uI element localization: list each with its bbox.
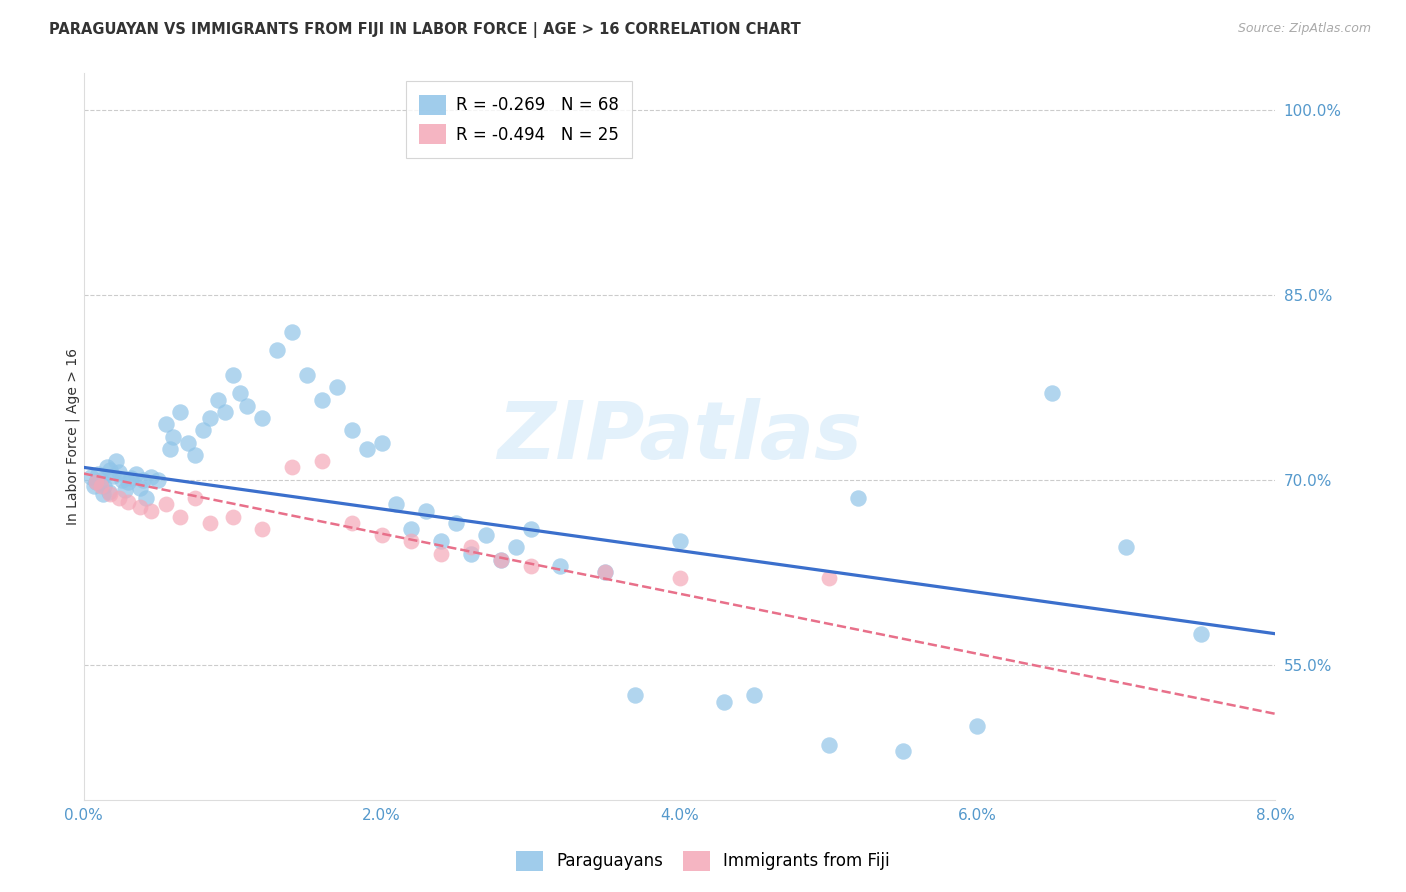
Point: [593, 565, 616, 579]
Point: [169, 509, 191, 524]
Point: [460, 541, 482, 555]
Point: [120, 471, 142, 485]
Point: [139, 470, 162, 484]
Point: [200, 411, 222, 425]
Point: [139, 503, 162, 517]
Point: [155, 417, 177, 432]
Point: [93, 479, 115, 493]
Point: [87, 467, 110, 481]
Point: [326, 380, 349, 394]
Point: [146, 473, 169, 487]
Point: [846, 491, 869, 506]
Point: [340, 516, 363, 530]
Point: [236, 399, 259, 413]
Point: [229, 386, 252, 401]
Point: [668, 571, 690, 585]
Point: [295, 368, 318, 382]
Point: [713, 694, 735, 708]
Point: [91, 487, 114, 501]
Point: [1115, 541, 1137, 555]
Point: [817, 571, 839, 585]
Point: [125, 467, 148, 481]
Legend: R = -0.269   N = 68, R = -0.494   N = 25: R = -0.269 N = 68, R = -0.494 N = 25: [405, 81, 631, 158]
Point: [370, 435, 392, 450]
Point: [891, 744, 914, 758]
Point: [117, 475, 139, 490]
Point: [200, 516, 222, 530]
Point: [311, 392, 333, 407]
Point: [184, 448, 207, 462]
Point: [100, 463, 122, 477]
Point: [519, 522, 541, 536]
Point: [430, 547, 453, 561]
Point: [1189, 626, 1212, 640]
Point: [401, 522, 423, 536]
Point: [114, 483, 136, 497]
Point: [96, 460, 118, 475]
Point: [966, 719, 988, 733]
Point: [624, 689, 647, 703]
Point: [191, 424, 214, 438]
Point: [266, 343, 288, 358]
Point: [370, 528, 392, 542]
Point: [221, 368, 243, 382]
Point: [100, 487, 122, 501]
Legend: Paraguayans, Immigrants from Fiji: Paraguayans, Immigrants from Fiji: [508, 842, 898, 880]
Text: ZIPatlas: ZIPatlas: [496, 398, 862, 475]
Point: [817, 738, 839, 752]
Point: [221, 509, 243, 524]
Point: [489, 553, 512, 567]
Point: [430, 534, 453, 549]
Point: [252, 522, 274, 536]
Point: [340, 424, 363, 438]
Point: [489, 553, 512, 567]
Point: [252, 411, 274, 425]
Point: [155, 497, 177, 511]
Point: [444, 516, 467, 530]
Y-axis label: In Labor Force | Age > 16: In Labor Force | Age > 16: [65, 348, 80, 525]
Point: [135, 491, 157, 506]
Point: [1040, 386, 1063, 401]
Point: [108, 491, 131, 506]
Point: [129, 481, 152, 495]
Point: [117, 495, 139, 509]
Point: [207, 392, 229, 407]
Point: [401, 534, 423, 549]
Point: [281, 460, 304, 475]
Point: [668, 534, 690, 549]
Point: [132, 473, 155, 487]
Point: [84, 475, 107, 490]
Point: [742, 689, 765, 703]
Point: [593, 565, 616, 579]
Text: PARAGUAYAN VS IMMIGRANTS FROM FIJI IN LABOR FORCE | AGE > 16 CORRELATION CHART: PARAGUAYAN VS IMMIGRANTS FROM FIJI IN LA…: [49, 22, 801, 38]
Point: [214, 405, 236, 419]
Point: [97, 485, 120, 500]
Point: [103, 469, 125, 483]
Point: [505, 541, 527, 555]
Point: [129, 500, 152, 514]
Point: [356, 442, 378, 456]
Point: [519, 559, 541, 574]
Point: [90, 473, 112, 487]
Point: [84, 475, 107, 490]
Point: [177, 435, 200, 450]
Point: [90, 479, 112, 493]
Point: [111, 473, 134, 487]
Point: [159, 442, 181, 456]
Point: [550, 559, 572, 574]
Point: [80, 470, 103, 484]
Point: [415, 503, 437, 517]
Point: [184, 491, 207, 506]
Point: [105, 454, 128, 468]
Point: [385, 497, 408, 511]
Point: [108, 465, 131, 479]
Point: [162, 429, 184, 443]
Point: [460, 547, 482, 561]
Point: [83, 479, 105, 493]
Text: Source: ZipAtlas.com: Source: ZipAtlas.com: [1237, 22, 1371, 36]
Point: [475, 528, 498, 542]
Point: [169, 405, 191, 419]
Point: [281, 325, 304, 339]
Point: [311, 454, 333, 468]
